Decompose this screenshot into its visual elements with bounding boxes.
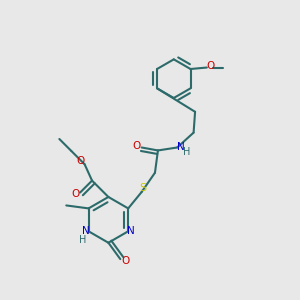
Text: S: S [140,183,147,193]
Text: O: O [206,61,214,71]
Text: O: O [132,141,140,151]
Text: H: H [183,147,191,157]
Text: O: O [122,256,130,266]
Text: O: O [76,156,85,166]
Text: O: O [71,189,80,199]
Text: H: H [79,235,86,244]
Text: N: N [82,226,89,236]
Text: N: N [127,226,134,236]
Text: N: N [177,142,185,152]
